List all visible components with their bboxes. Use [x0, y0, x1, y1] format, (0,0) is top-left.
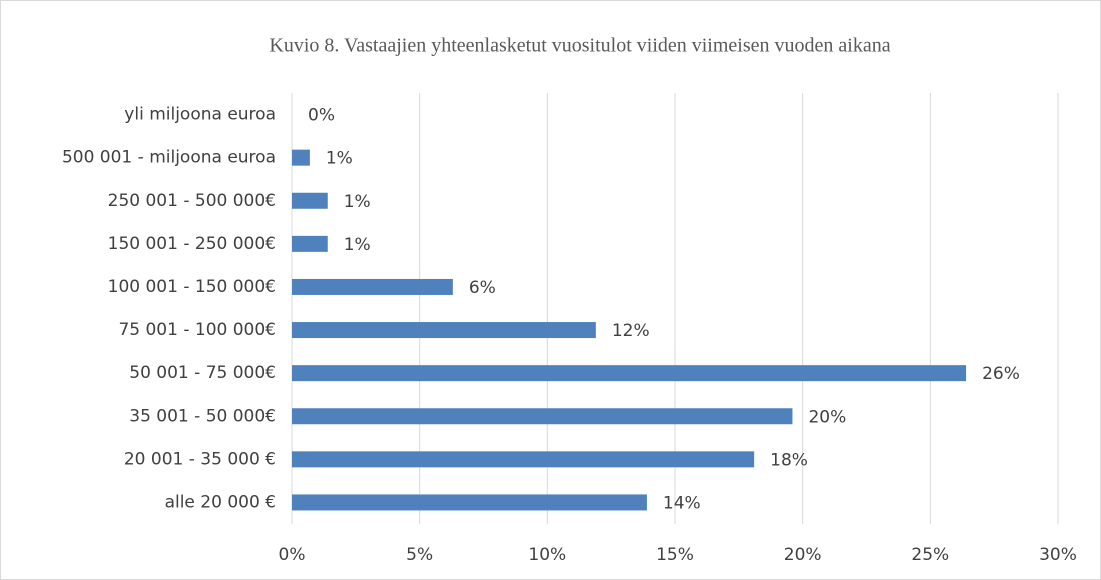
bar [292, 365, 967, 382]
chart-title: Kuvio 8. Vastaajien yhteenlasketut vuosi… [269, 35, 890, 57]
data-label: 6% [469, 278, 496, 298]
x-tick-label: 20% [784, 545, 822, 565]
y-tick-label: 100 001 - 150 000€ [108, 277, 276, 297]
y-tick-label: 500 001 - miljoona euroa [62, 148, 276, 168]
x-tick-label: 25% [911, 545, 949, 565]
bar [292, 451, 755, 468]
data-label: 26% [982, 364, 1020, 384]
bar [292, 278, 453, 295]
y-tick-label: 150 001 - 250 000€ [108, 234, 276, 254]
x-tick-label: 10% [528, 545, 566, 565]
bar [292, 494, 647, 511]
y-tick-label: 20 001 - 35 000 € [124, 449, 276, 469]
y-tick-label: yli miljoona euroa [124, 105, 276, 125]
data-label: 1% [344, 192, 371, 212]
bar [292, 149, 310, 166]
data-label: 18% [770, 450, 808, 470]
x-tick-label: 0% [279, 545, 306, 565]
y-tick-label: alle 20 000 € [165, 492, 276, 512]
x-tick-label: 30% [1039, 545, 1077, 565]
y-tick-label: 250 001 - 500 000€ [108, 191, 276, 211]
data-label: 12% [612, 321, 650, 341]
data-label: 14% [663, 493, 701, 513]
x-tick-label: 15% [656, 545, 694, 565]
y-tick-label: 50 001 - 75 000€ [129, 363, 276, 383]
bar [292, 408, 793, 425]
y-tick-label: 75 001 - 100 000€ [118, 320, 276, 340]
y-tick-label: 35 001 - 50 000€ [129, 406, 276, 426]
bar [292, 192, 328, 209]
data-label: 0% [308, 106, 335, 126]
data-label: 1% [344, 235, 371, 255]
bar [292, 322, 596, 339]
bar [292, 235, 328, 252]
x-tick-label: 5% [406, 545, 433, 565]
data-label: 1% [326, 149, 353, 169]
data-label: 20% [808, 407, 846, 427]
